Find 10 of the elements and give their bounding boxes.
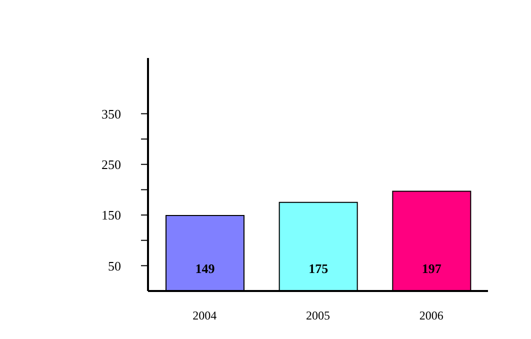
y-tick-label: 150 — [102, 208, 121, 223]
x-tick-label: 2006 — [419, 308, 444, 323]
y-tick-label: 50 — [108, 258, 121, 274]
y-tick-label: 250 — [102, 156, 121, 172]
data-label: 149 — [195, 261, 216, 276]
data-label: 175 — [308, 261, 329, 276]
data-label: 197 — [422, 261, 442, 276]
x-tick-label: 2005 — [306, 308, 330, 323]
y-tick-label: 350 — [102, 106, 121, 122]
x-tick-label: 2004 — [192, 308, 217, 323]
